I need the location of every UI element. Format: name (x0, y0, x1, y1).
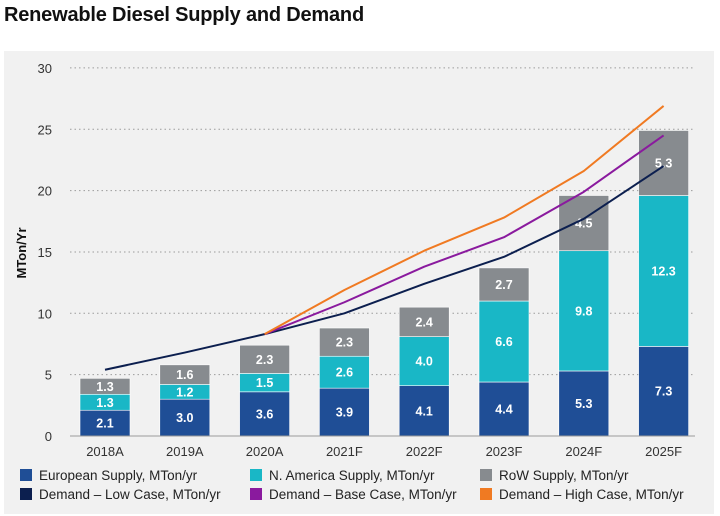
bar-value-label: 5.3 (655, 156, 672, 170)
bar-value-label: 2.3 (256, 353, 273, 367)
bar-segment-europe (79, 409, 131, 437)
legend-label: Demand – Low Case, MTon/yr (39, 487, 221, 502)
x-tick-label: 2022F (406, 444, 443, 459)
bar-segment-europe (239, 391, 290, 437)
x-tick-label: 2018A (86, 444, 124, 459)
legend-label: European Supply, MTon/yr (39, 468, 198, 483)
y-tick-label: 15 (38, 245, 52, 260)
bar-segment-row (79, 378, 131, 395)
bar-segment-row (239, 344, 290, 374)
legend-swatch (250, 469, 262, 481)
bar-value-label: 3.6 (256, 407, 273, 421)
bar-value-label: 7.3 (655, 385, 672, 399)
bars (79, 130, 689, 437)
bar-value-label: 6.6 (495, 335, 512, 349)
bar-segment-europe (398, 385, 450, 437)
bar-segment-north-america (478, 300, 530, 383)
bar-value-label: 2.3 (336, 336, 353, 350)
bar-value-label: 9.8 (575, 304, 592, 318)
bar-value-label: 4.1 (416, 404, 433, 418)
bar-value-label: 1.3 (96, 396, 113, 410)
bar-value-label: 2.7 (495, 278, 512, 292)
legend-swatch (480, 488, 492, 500)
bar-value-label: 4.0 (416, 355, 433, 369)
x-tick-label: 2019A (166, 444, 204, 459)
demand-lines (104, 105, 665, 371)
bar-segment-north-america (638, 195, 689, 347)
chart-title: Renewable Diesel Supply and Demand (4, 4, 364, 26)
demand-base-line (264, 134, 665, 336)
x-tick-label: 2024F (565, 444, 602, 459)
bar-value-label: 3.0 (176, 411, 193, 425)
demand-high-line (264, 105, 665, 336)
bar-value-label: 1.6 (176, 368, 193, 382)
bar-segment-row (558, 195, 610, 252)
x-axis-ticks: 2018A 2019A 2020A 2021F 2022F 2023F 2024F 2025F (86, 444, 682, 459)
demand-low-line (104, 165, 665, 371)
y-tick-label: 30 (38, 61, 52, 76)
y-axis-title: MTon/Yr (14, 227, 29, 278)
bar-segment-europe (558, 370, 610, 437)
legend-swatch (20, 469, 32, 481)
y-tick-label: 10 (38, 306, 52, 321)
legend-label: N. America Supply, MTon/yr (269, 468, 435, 483)
legend-label: Demand – Base Case, MTon/yr (269, 487, 457, 502)
bar-segment-row (398, 306, 450, 337)
bar-segment-north-america (558, 250, 610, 372)
bar-segment-row (478, 267, 530, 302)
bar-value-label: 1.2 (176, 385, 193, 399)
bar-value-label: 12.3 (651, 264, 675, 278)
x-tick-label: 2021F (326, 444, 363, 459)
bar-segment-europe (319, 387, 370, 437)
legend-swatch (20, 488, 32, 500)
legend: European Supply, MTon/yr N. America Suppl… (20, 468, 684, 502)
bar-value-label: 5.3 (575, 397, 592, 411)
bar-value-label: 2.6 (336, 366, 353, 380)
legend-swatch (480, 469, 492, 481)
bar-value-label: 3.9 (336, 406, 353, 420)
legend-swatch (250, 488, 262, 500)
bar-value-label: 1.5 (256, 376, 273, 390)
y-tick-label: 0 (45, 429, 52, 444)
bar-segment-row (319, 327, 370, 357)
y-tick-label: 25 (38, 122, 52, 137)
bar-segment-row (638, 130, 689, 196)
legend-label: RoW Supply, MTon/yr (499, 468, 629, 483)
bar-segment-europe (159, 398, 211, 437)
bar-value-label: 4.4 (495, 403, 512, 417)
y-axis-ticks: 0 5 10 15 20 25 30 (38, 61, 52, 444)
bar-segment-north-america (319, 355, 370, 389)
legend-label: Demand – High Case, MTon/yr (499, 487, 684, 502)
x-tick-label: 2023F (486, 444, 523, 459)
bar-value-label: 2.4 (416, 315, 433, 329)
x-tick-label: 2025F (645, 444, 682, 459)
y-tick-label: 5 (45, 368, 52, 383)
bar-segment-europe (478, 381, 530, 437)
y-tick-label: 20 (38, 184, 52, 199)
bar-segment-row (159, 364, 211, 385)
bar-value-label: 2.1 (96, 417, 113, 431)
x-tick-label: 2020A (246, 444, 284, 459)
bar-value-label: 1.3 (96, 380, 113, 394)
